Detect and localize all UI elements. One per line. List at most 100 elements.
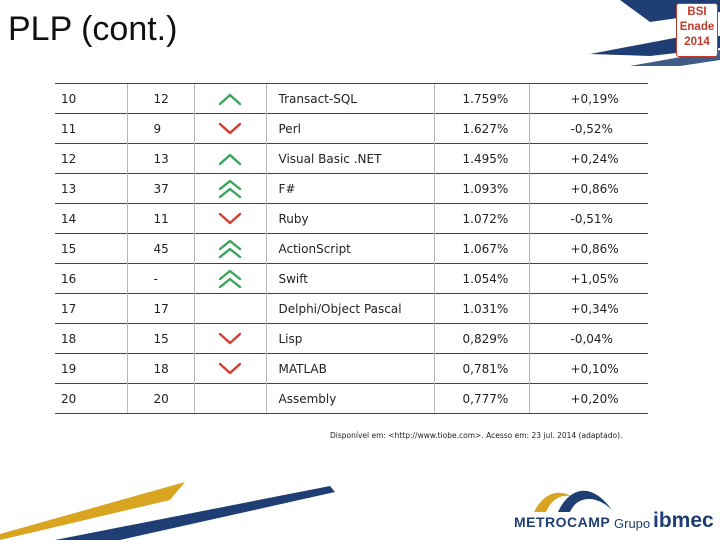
trend-cell — [193, 263, 266, 294]
previous-rank-cell: 9 — [126, 113, 194, 144]
language-cell: Visual Basic .NET — [265, 143, 434, 174]
change-cell: +1,05% — [528, 263, 648, 294]
language-cell: Transact-SQL — [265, 83, 434, 114]
share-cell: 1.093% — [433, 173, 529, 204]
trend-cell — [193, 143, 266, 174]
ranking-table: 10 12 Transact-SQL 1.759% +0,19% 11 9 Perl 1.627… — [55, 83, 648, 414]
rank-cell: 13 — [55, 173, 127, 204]
language-cell: Assembly — [265, 383, 434, 414]
language-cell: Lisp — [265, 323, 434, 354]
previous-rank-cell: 12 — [126, 83, 194, 114]
badge-line-1: BSI — [687, 6, 707, 18]
arrow-down-icon — [218, 212, 242, 224]
share-cell: 1.495% — [433, 143, 529, 174]
change-cell: -0,51% — [528, 203, 648, 234]
rank-cell: 10 — [55, 83, 127, 114]
metrocamp-logo-mark — [534, 490, 612, 512]
change-cell: -0,04% — [528, 323, 648, 354]
language-cell: Delphi/Object Pascal — [265, 293, 434, 324]
badge-line-3: 2014 — [684, 36, 710, 48]
share-cell: 1.627% — [433, 113, 529, 144]
table-row: 11 9 Perl 1.627% -0,52% — [55, 113, 648, 144]
decorative-stripes-bottom — [0, 482, 335, 540]
double-arrow-up-icon — [218, 269, 242, 288]
metrocamp-wordmark: METROCAMP — [514, 514, 611, 530]
trend-cell — [193, 323, 266, 354]
table-row: 10 12 Transact-SQL 1.759% +0,19% — [55, 83, 648, 114]
ranking-table-body: 10 12 Transact-SQL 1.759% +0,19% 11 9 Perl 1.627… — [55, 83, 648, 414]
language-cell: F# — [265, 173, 434, 204]
table-row: 18 15 Lisp 0,829% -0,04% — [55, 323, 648, 354]
arrow-down-icon — [218, 332, 242, 344]
rank-cell: 15 — [55, 233, 127, 264]
previous-rank-cell: 18 — [126, 353, 194, 384]
double-arrow-up-icon — [218, 239, 242, 258]
language-cell: Perl — [265, 113, 434, 144]
share-cell: 1.054% — [433, 263, 529, 294]
page-title: PLP (cont.) — [8, 10, 178, 48]
share-cell: 0,829% — [433, 323, 529, 354]
trend-cell — [193, 293, 266, 324]
rank-cell: 12 — [55, 143, 127, 174]
rank-cell: 17 — [55, 293, 127, 324]
enade-badge: BSI Enade 2014 — [676, 3, 718, 57]
rank-cell: 14 — [55, 203, 127, 234]
table-row: 20 20 Assembly 0,777% +0,20% — [55, 383, 648, 414]
table-row: 19 18 MATLAB 0,781% +0,10% — [55, 353, 648, 384]
trend-cell — [193, 383, 266, 414]
share-cell: 1.067% — [433, 233, 529, 264]
badge-line-2: Enade — [679, 21, 715, 33]
grupo-label: Grupo — [614, 516, 651, 531]
trend-cell — [193, 233, 266, 264]
table-row: 12 13 Visual Basic .NET 1.495% +0,24% — [55, 143, 648, 174]
rank-cell: 11 — [55, 113, 127, 144]
double-arrow-up-icon — [218, 179, 242, 198]
share-cell: 1.031% — [433, 293, 529, 324]
trend-cell — [193, 173, 266, 204]
previous-rank-cell: 13 — [126, 143, 194, 174]
language-cell: Swift — [265, 263, 434, 294]
previous-rank-cell: 15 — [126, 323, 194, 354]
change-cell: +0,86% — [528, 233, 648, 264]
share-cell: 1.759% — [433, 83, 529, 114]
metrocamp-logo: METROCAMP Grupo ibmec — [512, 478, 714, 536]
previous-rank-cell: 17 — [126, 293, 194, 324]
change-cell: +0,10% — [528, 353, 648, 384]
rank-cell: 19 — [55, 353, 127, 384]
change-cell: +0,86% — [528, 173, 648, 204]
share-cell: 0,781% — [433, 353, 529, 384]
change-cell: +0,24% — [528, 143, 648, 174]
table-row: 15 45 ActionScript 1.067% +0,86% — [55, 233, 648, 264]
previous-rank-cell: - — [126, 263, 194, 294]
rank-cell: 16 — [55, 263, 127, 294]
arrow-up-icon — [218, 93, 242, 105]
change-cell: +0,19% — [528, 83, 648, 114]
arrow-down-icon — [218, 362, 242, 374]
arrow-up-icon — [218, 153, 242, 165]
ibmec-wordmark: ibmec — [653, 509, 714, 532]
share-cell: 0,777% — [433, 383, 529, 414]
table-row: 16- Swift 1.054% +1,05% — [55, 263, 648, 294]
language-cell: ActionScript — [265, 233, 434, 264]
trend-cell — [193, 353, 266, 384]
previous-rank-cell: 20 — [126, 383, 194, 414]
change-cell: +0,34% — [528, 293, 648, 324]
source-citation: Disponível em: <http://www.tiobe.com>. A… — [330, 431, 623, 440]
language-cell: Ruby — [265, 203, 434, 234]
table-row: 17 17 Delphi/Object Pascal 1.031% +0,34% — [55, 293, 648, 324]
previous-rank-cell: 45 — [126, 233, 194, 264]
change-cell: +0,20% — [528, 383, 648, 414]
language-cell: MATLAB — [265, 353, 434, 384]
trend-cell — [193, 113, 266, 144]
rank-cell: 18 — [55, 323, 127, 354]
arrow-down-icon — [218, 122, 242, 134]
table-row: 14 11 Ruby 1.072% -0,51% — [55, 203, 648, 234]
trend-cell — [193, 83, 266, 114]
table-row: 13 37 F# 1.093% +0,86% — [55, 173, 648, 204]
trend-cell — [193, 203, 266, 234]
previous-rank-cell: 11 — [126, 203, 194, 234]
rank-cell: 20 — [55, 383, 127, 414]
share-cell: 1.072% — [433, 203, 529, 234]
previous-rank-cell: 37 — [126, 173, 194, 204]
change-cell: -0,52% — [528, 113, 648, 144]
